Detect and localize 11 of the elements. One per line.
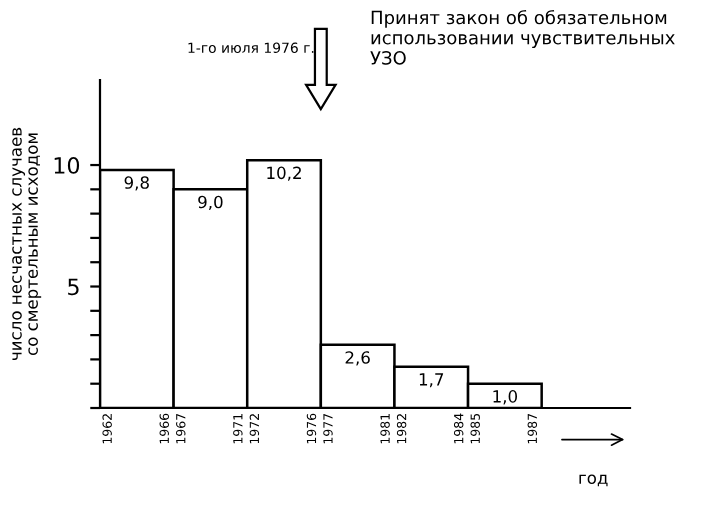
y-tick-label: 5 (68, 278, 79, 296)
y-axis-title: число несчастных случаев со смертельным исходом (12, 127, 42, 360)
data-label: 10,2 (267, 166, 301, 181)
data-label: 9,0 (198, 195, 223, 211)
text: Принят закон об обязательном использовании чувствительных УЗО (370, 10, 675, 65)
y-tick-label: 10 (54, 156, 80, 174)
data-label: 9,8 (124, 176, 149, 191)
data-label: 1,7 (419, 373, 444, 388)
x-axis-title: год (579, 474, 608, 487)
data-label: 2,6 (345, 351, 370, 366)
data-label: 1,0 (493, 390, 518, 405)
